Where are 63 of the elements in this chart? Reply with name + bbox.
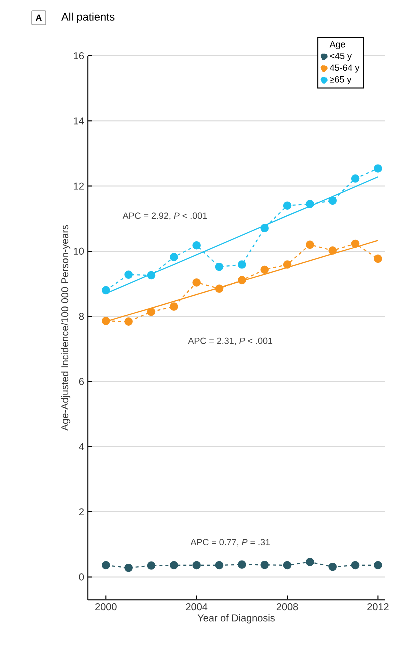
x-tick-label: 2008 (276, 604, 298, 611)
y-tick-label: 10 (74, 248, 84, 255)
legend-label: 45-64 y (330, 64, 360, 73)
legend-title: Age (330, 41, 346, 50)
point (147, 562, 156, 570)
point (328, 246, 337, 255)
point (147, 271, 156, 280)
point (215, 561, 224, 570)
y-tick-label: 12 (74, 182, 84, 190)
y-tick-label: 16 (74, 52, 84, 60)
point (283, 561, 292, 570)
point (238, 276, 246, 285)
point (238, 560, 246, 569)
point (306, 240, 314, 250)
point (328, 562, 337, 572)
point (124, 270, 133, 280)
point (374, 561, 382, 570)
y-tick-label: 4 (79, 443, 84, 450)
point (147, 308, 156, 316)
point (102, 317, 110, 326)
x-tick-label: 2000 (96, 604, 117, 611)
point (328, 196, 337, 206)
annotation: APC = 2.92, P < .001 (122, 212, 208, 220)
x-tick-label: 2004 (186, 604, 208, 611)
point (306, 200, 314, 208)
point (260, 266, 269, 274)
point (124, 318, 133, 326)
text: A (36, 14, 42, 22)
x-axis-title: Year of Diagnosis (198, 614, 275, 624)
point (215, 284, 224, 294)
x-tick-label: 2012 (368, 604, 389, 611)
point (215, 262, 224, 272)
point (351, 561, 360, 570)
point (192, 278, 201, 287)
y-tick-label: 2 (79, 508, 84, 516)
point (170, 302, 178, 311)
point (306, 558, 314, 566)
point (124, 564, 133, 572)
point (192, 561, 201, 570)
y-tick-label: 0 (79, 574, 84, 581)
point (351, 174, 360, 183)
annotation: APC = 2.31, P < .001 (188, 338, 273, 346)
point (283, 260, 292, 269)
legend-label: ≥65 y (330, 76, 352, 85)
chart-title: All patients (62, 12, 115, 24)
y-tick-label: 8 (79, 313, 84, 320)
y-axis-title: Age-Adjusted Incidence/100 000 Person-years (61, 225, 71, 431)
point (102, 561, 110, 570)
y-tick-label: 14 (74, 118, 84, 125)
annotation: APC = 0.77, P = .31 (190, 539, 270, 547)
point (192, 241, 201, 250)
point (374, 254, 382, 264)
point (238, 260, 246, 269)
point (170, 253, 178, 262)
point (260, 224, 269, 232)
point (374, 164, 382, 173)
point (260, 561, 269, 570)
point (283, 202, 292, 210)
point (351, 240, 360, 248)
point (170, 561, 178, 570)
point (102, 286, 110, 295)
y-tick-label: 6 (79, 378, 84, 386)
legend-label: <45 y (330, 53, 352, 62)
